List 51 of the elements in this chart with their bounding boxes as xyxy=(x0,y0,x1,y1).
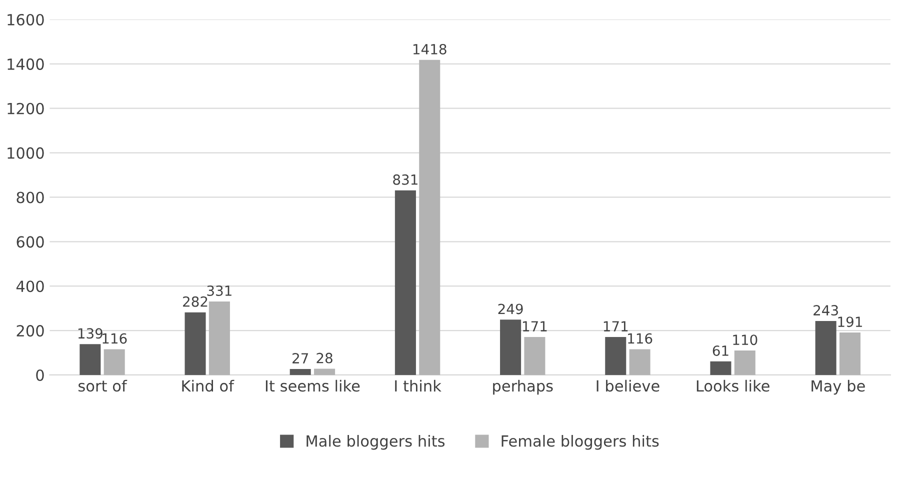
legend-label: Male bloggers hits xyxy=(306,434,445,450)
bar xyxy=(710,361,732,375)
x-tick-label: It seems like xyxy=(266,380,360,392)
y-tick-label: 800 xyxy=(16,192,44,204)
data-label: 171 xyxy=(522,321,547,332)
data-label: 831 xyxy=(393,174,418,185)
bar xyxy=(839,332,860,375)
x-tick-label: I believe xyxy=(596,380,660,392)
data-label: 116 xyxy=(628,333,652,344)
data-label: 171 xyxy=(604,321,628,332)
y-tick-label: 1400 xyxy=(8,58,44,70)
y-tick-label: 200 xyxy=(16,325,44,337)
data-label: 1418 xyxy=(413,44,446,54)
y-tick-label: 1000 xyxy=(8,147,44,159)
bar xyxy=(605,336,626,375)
bar xyxy=(734,350,756,375)
y-tick-label: 0 xyxy=(36,369,44,382)
bar xyxy=(629,349,650,375)
x-tick-label: Looks like xyxy=(696,380,770,392)
data-label: 116 xyxy=(102,333,127,344)
y-tick-label: 1200 xyxy=(8,102,44,114)
y-tick-label: 600 xyxy=(16,236,44,248)
data-label: 191 xyxy=(838,316,862,328)
legend-label: Female bloggers hits xyxy=(502,434,659,450)
data-label: 110 xyxy=(733,334,758,346)
data-label: 243 xyxy=(814,305,838,316)
y-tick-label: 1600 xyxy=(8,14,44,26)
data-label: 28 xyxy=(316,352,332,364)
data-label: 249 xyxy=(498,304,523,314)
data-label: 61 xyxy=(712,345,728,356)
x-tick-label: sort of xyxy=(78,380,128,392)
data-label: 282 xyxy=(183,296,208,307)
bar xyxy=(314,368,336,375)
bar xyxy=(524,336,546,375)
data-label: 139 xyxy=(78,328,102,339)
bar xyxy=(80,344,101,375)
data-label: 27 xyxy=(292,353,308,364)
x-tick-label: Kind of xyxy=(182,380,234,392)
x-tick-label: perhaps xyxy=(493,380,553,395)
bar xyxy=(419,60,440,375)
bar xyxy=(290,368,311,375)
x-tick-label: May be xyxy=(812,380,865,395)
bar xyxy=(500,320,522,375)
x-tick-label: I think xyxy=(395,380,442,392)
bar xyxy=(184,312,206,375)
data-label: 331 xyxy=(207,285,232,296)
bar xyxy=(815,320,836,375)
bar xyxy=(394,190,416,375)
bar xyxy=(208,301,230,375)
bar xyxy=(104,349,125,375)
y-tick-label: 400 xyxy=(16,280,44,292)
